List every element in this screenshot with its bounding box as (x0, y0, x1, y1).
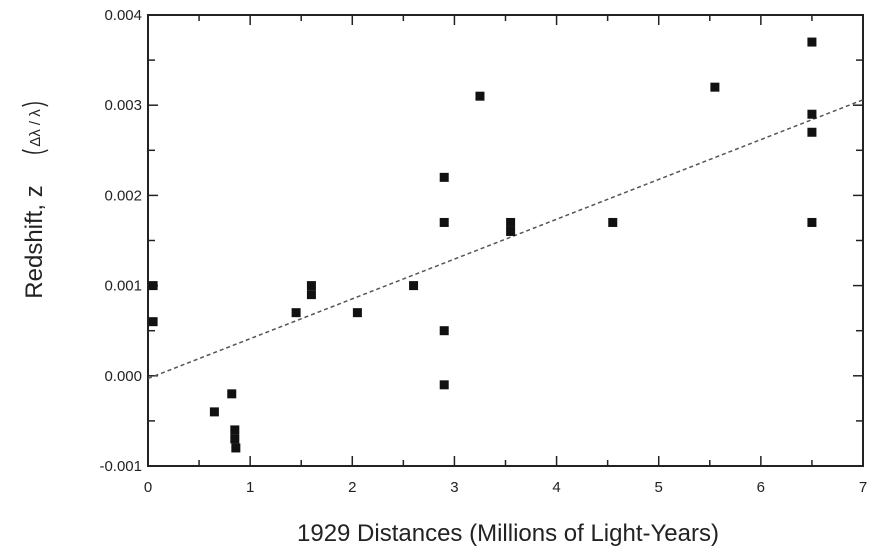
data-point (231, 443, 241, 453)
y-axis-label-group: Redshift, z (21, 185, 48, 298)
data-point (148, 281, 158, 291)
y-tick-label: 0.003 (104, 97, 142, 114)
x-tick-label: 0 (144, 479, 152, 496)
data-point (439, 172, 449, 182)
x-tick-label: 1 (246, 479, 254, 496)
data-point (807, 217, 817, 227)
data-point (475, 91, 485, 101)
y-axis-formula-group: Δλ / λ (21, 102, 49, 154)
y-tick-label: -0.001 (99, 458, 142, 475)
y-tick-label: 0.004 (104, 7, 142, 24)
x-tick-label: 3 (450, 479, 458, 496)
y-tick-label: 0.002 (104, 187, 142, 204)
x-tick-label: 5 (655, 479, 663, 496)
trend-line-group (147, 99, 864, 380)
data-point (807, 109, 817, 119)
data-point (291, 308, 301, 318)
data-point (506, 226, 516, 236)
x-tick-label: 4 (552, 479, 560, 496)
axis-ticks (147, 14, 864, 467)
data-point (439, 217, 449, 227)
plot-frame (147, 14, 864, 467)
trend-line (147, 99, 864, 380)
x-tick-label: 2 (348, 479, 356, 496)
data-point (230, 434, 240, 444)
data-point (608, 217, 618, 227)
x-tick-label: 7 (859, 479, 867, 496)
formula-left-paren (21, 149, 49, 154)
data-point (506, 217, 516, 227)
data-point (148, 317, 158, 327)
data-point (807, 127, 817, 137)
x-tick-labels: 0 1 2 3 4 5 6 7 (144, 479, 867, 496)
data-point (306, 281, 316, 291)
x-axis-label: 1929 Distances (Millions of Light-Years) (297, 520, 719, 547)
data-point (409, 281, 419, 291)
x-tick-label: 6 (757, 479, 765, 496)
data-point (230, 425, 240, 435)
data-point (439, 326, 449, 336)
data-point (227, 389, 237, 399)
data-point (710, 82, 720, 92)
plot-area (147, 14, 864, 467)
y-axis-label: Redshift, z (21, 185, 48, 298)
y-tick-label: 0.000 (104, 368, 142, 385)
formula-right-paren (21, 102, 49, 107)
data-point (306, 290, 316, 300)
y-tick-label: 0.001 (104, 278, 142, 295)
data-points (148, 37, 817, 453)
data-point (439, 380, 449, 390)
data-point (807, 37, 817, 47)
data-point (209, 407, 219, 417)
y-axis-formula: Δλ / λ (27, 109, 44, 147)
data-point (352, 308, 362, 318)
y-tick-labels: -0.001 0.000 0.001 0.002 0.003 0.004 (99, 7, 142, 475)
